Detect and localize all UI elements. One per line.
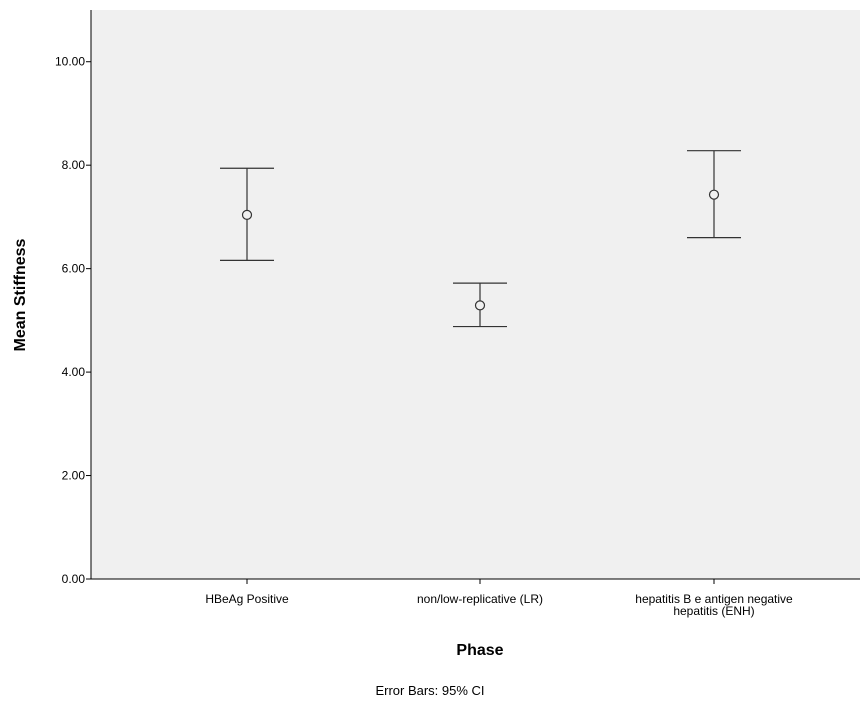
x-axis-title: Phase <box>456 642 503 659</box>
y-axis-title: Mean Stiffness <box>12 238 29 351</box>
error-bars <box>220 150 741 328</box>
x-tick-label: non/low-replicative (LR) <box>417 592 543 606</box>
x-axis-categories: HBeAg Positive non/low-replicative (LR) he… <box>205 579 793 618</box>
error-bar-footnote: Error Bars: 95% CI <box>375 683 484 698</box>
plot-area <box>91 10 860 579</box>
mean-point <box>241 209 253 220</box>
y-tick-label: 8.00 <box>62 158 86 172</box>
mean-point <box>708 189 720 200</box>
y-tick-label: 6.00 <box>62 262 86 276</box>
x-tick-label: hepatitis B e antigen negative hepatitis … <box>635 592 793 618</box>
y-tick-label: 4.00 <box>62 365 86 379</box>
y-tick-label: 10.00 <box>55 55 85 69</box>
y-axis-ticks: 0.00 2.00 4.00 6.00 8.00 10.00 <box>55 55 91 586</box>
y-tick-label: 2.00 <box>62 469 86 483</box>
x-tick-label: HBeAg Positive <box>205 592 289 606</box>
y-tick-label: 0.00 <box>62 572 86 586</box>
mean-point <box>474 300 486 311</box>
